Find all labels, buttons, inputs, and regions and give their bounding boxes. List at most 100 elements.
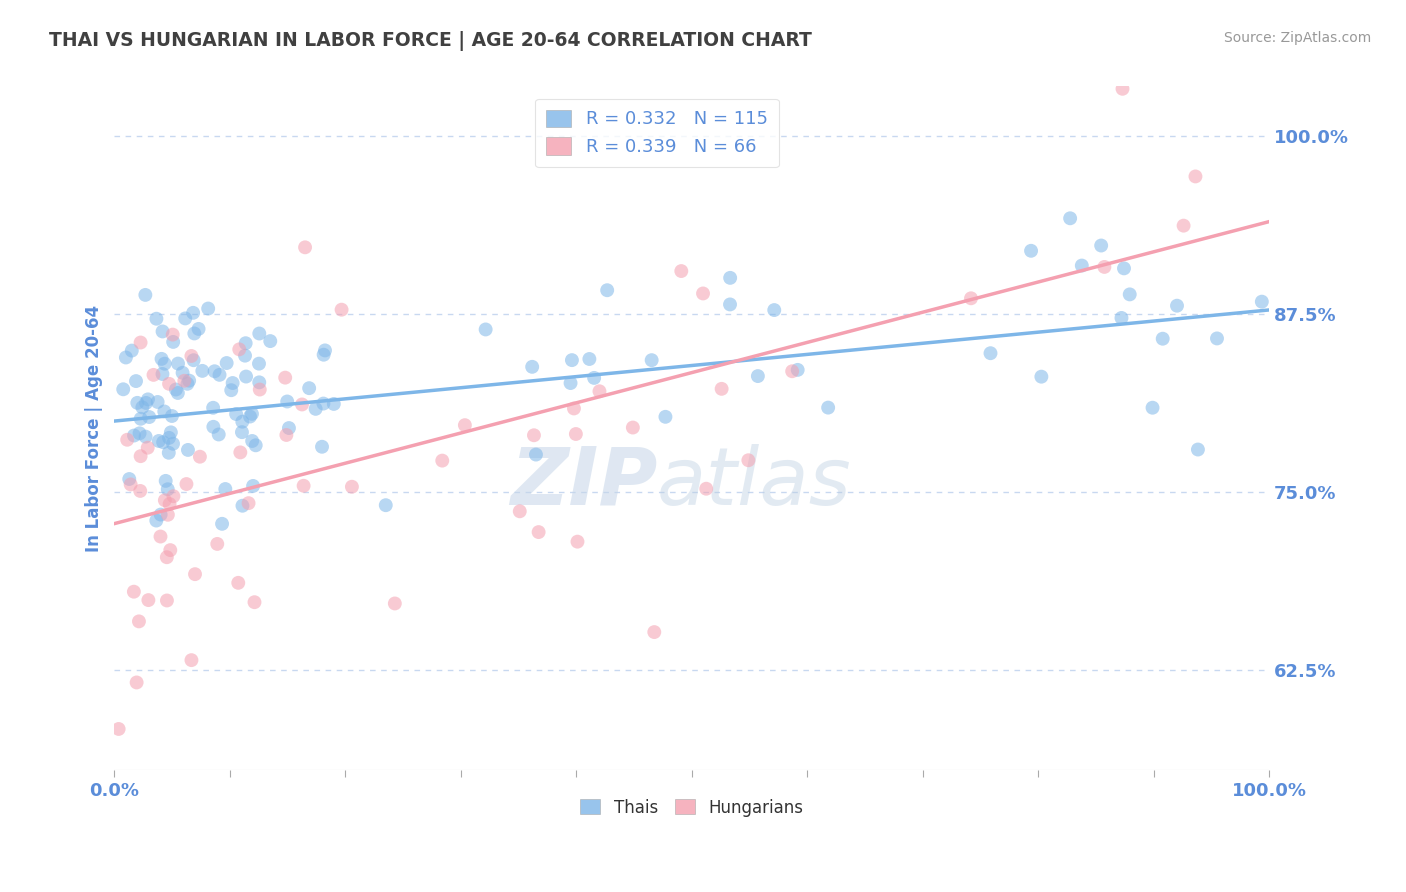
Point [432, 453, 454, 467]
Point [640, 353, 662, 368]
Point [215, 356, 238, 370]
Point [120, 477, 142, 491]
Point [1184, 169, 1206, 184]
Point [167, 357, 190, 371]
Point [1070, 259, 1092, 273]
Point [565, 427, 588, 442]
Point [621, 420, 644, 434]
Point [780, 364, 803, 378]
Point [149, 508, 172, 522]
Point [121, 343, 143, 358]
Point [654, 409, 676, 424]
Point [118, 472, 141, 486]
Point [259, 334, 281, 348]
Point [197, 301, 219, 316]
Y-axis label: In Labor Force | Age 20-64: In Labor Force | Age 20-64 [86, 304, 103, 552]
Point [187, 322, 209, 336]
Point [1206, 331, 1229, 345]
Point [817, 401, 839, 415]
Point [152, 325, 174, 339]
Point [184, 567, 207, 582]
Point [1142, 401, 1164, 415]
Point [225, 407, 247, 421]
Point [710, 382, 733, 396]
Point [1119, 287, 1142, 301]
Point [242, 479, 264, 493]
Point [240, 434, 263, 448]
Point [278, 421, 301, 435]
Point [128, 615, 150, 629]
Point [561, 353, 583, 368]
Point [138, 593, 160, 607]
Point [560, 376, 582, 390]
Point [643, 625, 665, 640]
Point [162, 327, 184, 342]
Text: ZIP: ZIP [509, 444, 657, 522]
Point [162, 489, 184, 503]
Point [384, 597, 406, 611]
Point [152, 435, 174, 450]
Point [737, 453, 759, 467]
Point [172, 366, 194, 380]
Point [134, 288, 156, 302]
Point [786, 363, 808, 377]
Point [247, 326, 270, 341]
Point [1152, 332, 1174, 346]
Point [221, 376, 243, 390]
Point [231, 499, 253, 513]
Point [138, 410, 160, 425]
Point [157, 431, 180, 445]
Point [153, 357, 176, 371]
Point [298, 381, 321, 395]
Point [1250, 294, 1272, 309]
Point [176, 477, 198, 491]
Point [174, 311, 197, 326]
Point [125, 675, 148, 690]
Point [129, 449, 152, 463]
Point [159, 543, 181, 558]
Point [112, 382, 135, 396]
Point [181, 306, 204, 320]
Point [135, 429, 157, 443]
Point [180, 653, 202, 667]
Point [125, 374, 148, 388]
Point [1173, 219, 1195, 233]
Legend: Thais, Hungarians: Thais, Hungarians [574, 792, 810, 823]
Point [340, 480, 363, 494]
Point [1112, 261, 1135, 276]
Point [1031, 369, 1053, 384]
Text: Source: ZipAtlas.com: Source: ZipAtlas.com [1223, 31, 1371, 45]
Point [276, 394, 298, 409]
Point [1111, 310, 1133, 325]
Point [166, 386, 188, 401]
Point [211, 516, 233, 531]
Point [226, 575, 249, 590]
Point [523, 428, 546, 442]
Point [671, 264, 693, 278]
Point [136, 441, 159, 455]
Point [718, 270, 741, 285]
Point [235, 336, 257, 351]
Point [763, 303, 786, 318]
Point [179, 374, 201, 388]
Point [156, 593, 179, 607]
Point [129, 483, 152, 498]
Point [718, 297, 741, 311]
Point [188, 450, 211, 464]
Point [509, 504, 531, 518]
Point [177, 442, 200, 457]
Point [695, 482, 717, 496]
Point [229, 445, 252, 459]
Point [152, 367, 174, 381]
Point [159, 497, 181, 511]
Point [183, 353, 205, 368]
Point [596, 283, 619, 297]
Point [979, 346, 1001, 360]
Point [162, 436, 184, 450]
Point [311, 440, 333, 454]
Point [208, 427, 231, 442]
Point [245, 438, 267, 452]
Point [692, 286, 714, 301]
Point [148, 434, 170, 448]
Point [176, 376, 198, 391]
